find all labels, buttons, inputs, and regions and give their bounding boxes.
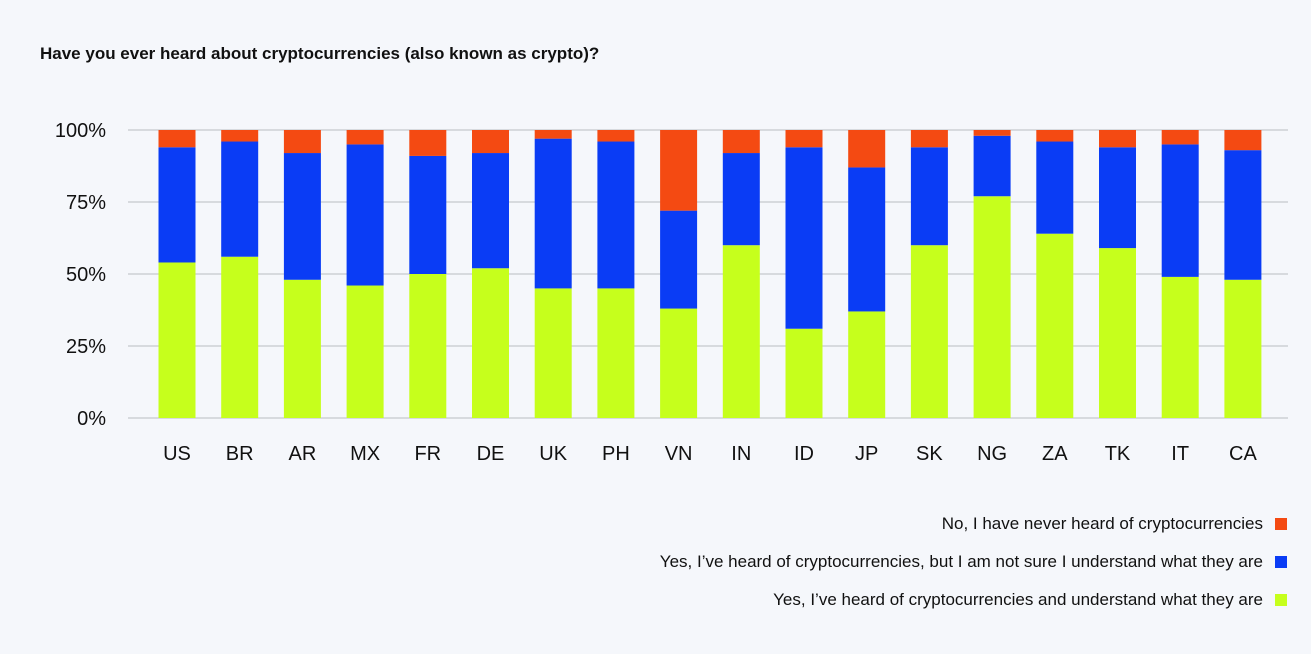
x-tick-label: MX <box>350 443 380 465</box>
bar-segment <box>973 196 1011 418</box>
bar-segment <box>409 130 447 156</box>
bar-segment <box>597 288 635 418</box>
bar-segment <box>409 155 447 274</box>
bar-segment <box>221 141 259 257</box>
x-tick-label: SK <box>916 443 943 465</box>
x-tick-label: IN <box>731 443 751 465</box>
chart-legend: No, I have never heard of cryptocurrenci… <box>660 505 1287 619</box>
bar-segment <box>660 308 698 418</box>
y-tick-label: 50% <box>66 264 106 286</box>
y-tick-label: 0% <box>77 408 106 430</box>
bar-segment <box>1224 150 1262 280</box>
bar-segment <box>1224 279 1262 418</box>
y-tick-label: 75% <box>66 192 106 214</box>
bar-segment <box>158 262 196 418</box>
bar-segment <box>346 144 384 286</box>
bar-segment <box>597 141 635 289</box>
y-tick-label: 25% <box>66 336 106 358</box>
bar-segment <box>534 130 572 139</box>
bar-segment <box>1036 141 1074 234</box>
x-tick-label: UK <box>539 443 567 465</box>
bars <box>158 130 1262 418</box>
bar-segment <box>722 245 760 418</box>
x-tick-label: ID <box>794 443 814 465</box>
chart-plot-area: 0% 25% 50% 75% 100% US BR AR MX FR DE UK PH VN IN ID JP… <box>55 120 1288 465</box>
bar-segment <box>283 279 321 418</box>
bar-segment <box>472 153 509 269</box>
y-axis-ticks: 0% 25% 50% 75% 100% <box>55 120 106 430</box>
legend-item-never-heard: No, I have never heard of cryptocurrenci… <box>660 505 1287 543</box>
bar-segment <box>660 210 698 309</box>
legend-swatch-heard-understand <box>1275 594 1287 606</box>
x-tick-label: DE <box>477 443 505 465</box>
x-tick-label: VN <box>665 443 693 465</box>
bar-segment <box>472 130 509 154</box>
bar-segment <box>221 256 259 418</box>
bar-segment <box>283 130 321 154</box>
bar-segment <box>785 328 823 418</box>
bar-segment <box>1161 276 1199 418</box>
bar-segment <box>848 167 886 312</box>
legend-label-heard-not-sure: Yes, I’ve heard of cryptocurrencies, but… <box>659 552 1263 571</box>
bar-segment <box>660 130 698 211</box>
bar-segment <box>910 130 948 148</box>
bar-segment <box>1099 130 1136 148</box>
bar-segment <box>722 153 760 246</box>
bar-segment <box>158 147 196 263</box>
bar-segment <box>785 130 823 148</box>
bar-segment <box>1161 130 1199 145</box>
x-tick-label: IT <box>1171 443 1189 465</box>
bar-segment <box>973 130 1011 136</box>
x-tick-label: PH <box>602 443 630 465</box>
bar-segment <box>910 147 948 246</box>
bar-segment <box>1036 233 1074 418</box>
bar-segment <box>848 130 886 168</box>
bar-segment <box>1099 248 1136 418</box>
bar-segment <box>472 268 509 418</box>
y-tick-label: 100% <box>55 120 106 142</box>
x-tick-label: JP <box>855 443 878 465</box>
legend-swatch-heard-not-sure <box>1275 556 1287 568</box>
x-tick-label: ZA <box>1042 443 1068 465</box>
x-tick-label: NG <box>977 443 1007 465</box>
x-tick-label: AR <box>289 443 317 465</box>
bar-segment <box>1224 130 1262 151</box>
legend-label-heard-understand: Yes, I’ve heard of cryptocurrencies and … <box>773 590 1263 609</box>
bar-segment <box>409 274 447 418</box>
legend-swatch-never-heard <box>1275 518 1287 530</box>
x-tick-label: BR <box>226 443 254 465</box>
x-axis-ticks: US BR AR MX FR DE UK PH VN IN ID JP SK NG ZA TK IT CA <box>163 443 1257 465</box>
x-tick-label: CA <box>1229 443 1257 465</box>
x-tick-label: TK <box>1105 443 1131 465</box>
bar-segment <box>534 288 572 418</box>
bar-segment <box>1161 144 1199 277</box>
bar-segment <box>158 130 196 148</box>
x-tick-label: FR <box>414 443 441 465</box>
bar-segment <box>910 245 948 418</box>
bar-segment <box>722 130 760 154</box>
bar-segment <box>534 138 572 289</box>
grid-lines <box>128 129 1288 419</box>
bar-segment <box>785 147 823 329</box>
legend-item-heard-not-sure: Yes, I’ve heard of cryptocurrencies, but… <box>660 543 1287 581</box>
chart-title: Have you ever heard about cryptocurrenci… <box>40 44 600 63</box>
bar-segment <box>283 153 321 280</box>
bar-segment <box>221 130 259 142</box>
bar-segment <box>597 130 635 142</box>
bar-segment <box>848 311 886 418</box>
bar-segment <box>346 285 384 418</box>
legend-label-never-heard: No, I have never heard of cryptocurrenci… <box>941 514 1263 533</box>
bar-segment <box>346 130 384 145</box>
bar-segment <box>1036 130 1074 142</box>
bar-segment <box>973 135 1011 197</box>
legend-item-heard-understand: Yes, I’ve heard of cryptocurrencies and … <box>660 581 1287 619</box>
x-tick-label: US <box>163 443 191 465</box>
bar-segment <box>1099 147 1136 249</box>
